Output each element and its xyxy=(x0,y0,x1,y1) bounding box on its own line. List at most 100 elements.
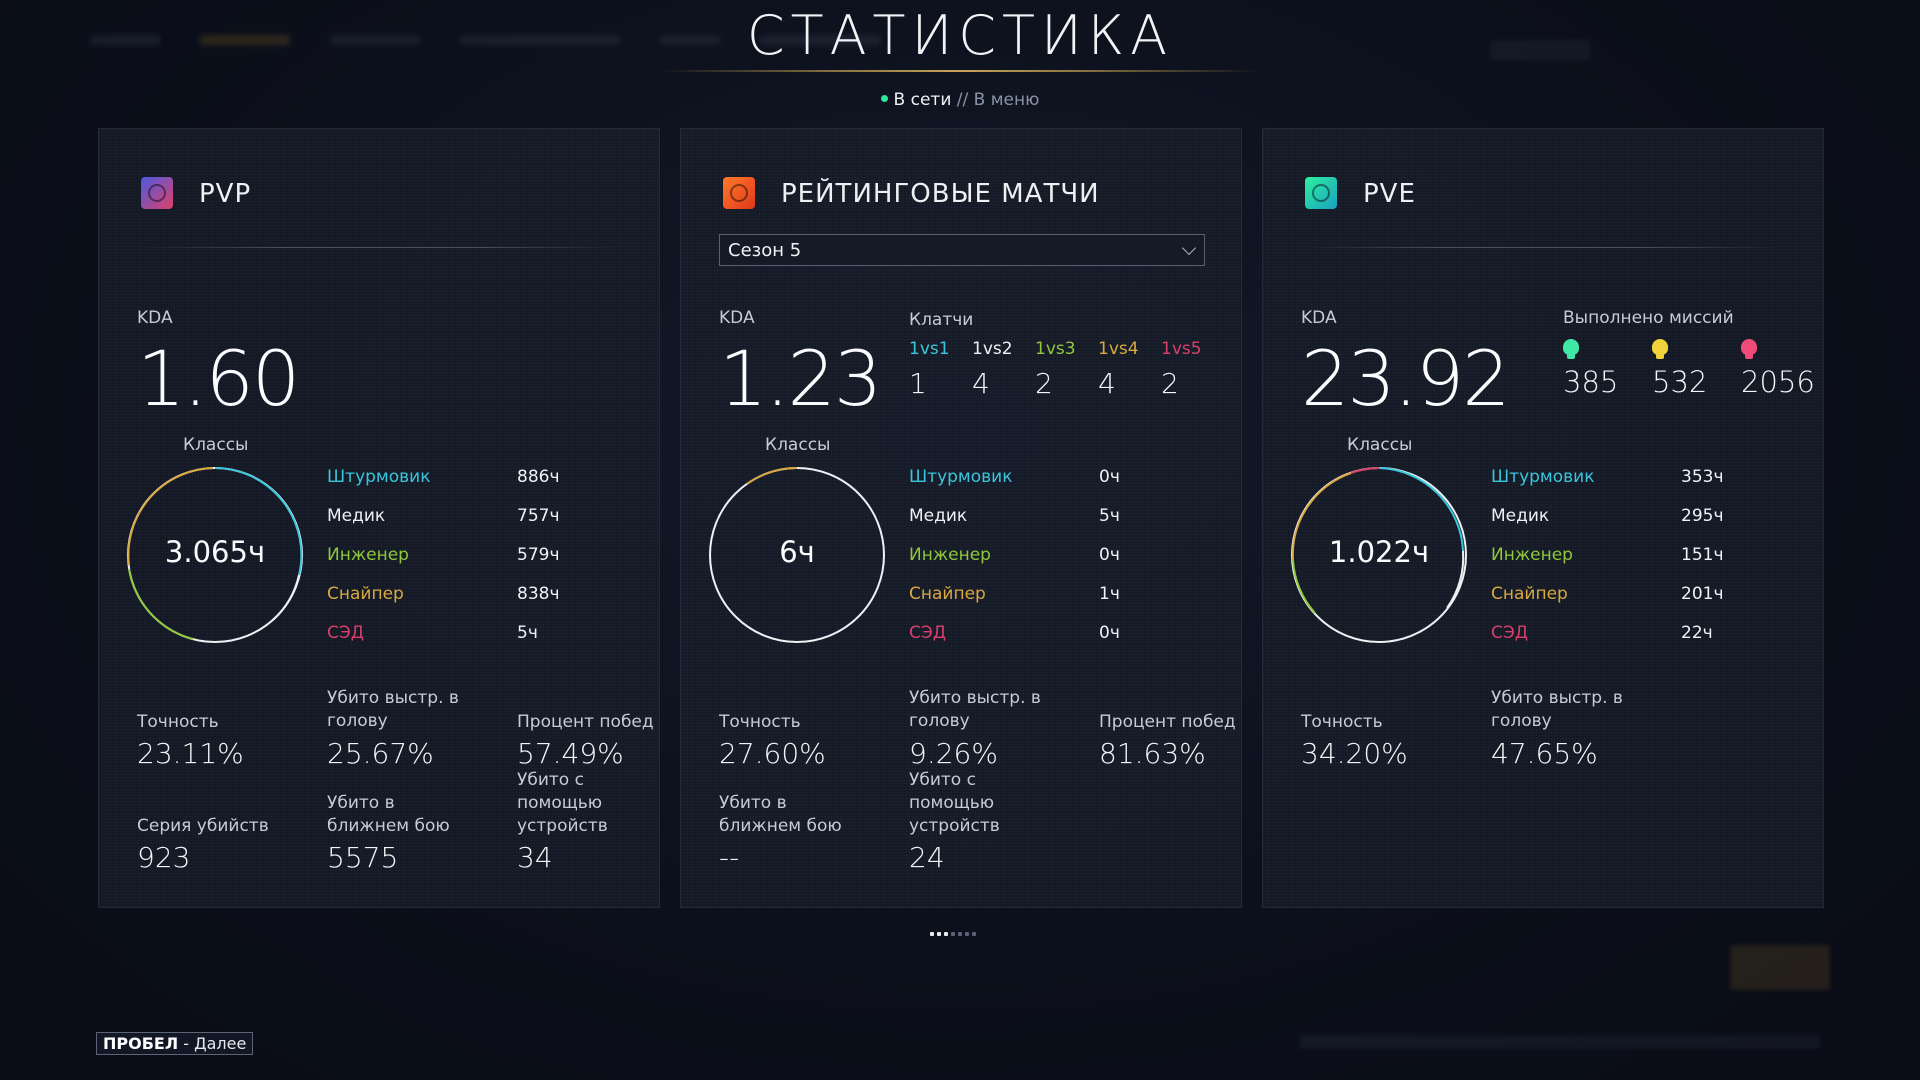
page-dot[interactable] xyxy=(958,932,962,936)
divider xyxy=(139,247,619,248)
headshot-value: 47.65% xyxy=(1491,737,1598,770)
class-name-sed: СЭД xyxy=(1491,623,1529,643)
panel-title: PVP xyxy=(199,179,252,209)
chevron-down-icon xyxy=(1181,240,1197,256)
skull-hard-icon xyxy=(1741,339,1757,359)
season-selected-value: Сезон 5 xyxy=(728,240,802,261)
ranked-panel: РЕЙТИНГОВЫЕ МАТЧИ Сезон 5 KDA 1.23 Клатч… xyxy=(680,128,1242,908)
class-name-inzhener: Инженер xyxy=(1491,545,1573,565)
class-hours-shturmovik: 353ч xyxy=(1681,467,1724,487)
page-dot-active[interactable] xyxy=(930,932,934,936)
clutch-label-1vs5: 1vs5 xyxy=(1161,339,1202,359)
page-indicator[interactable] xyxy=(930,921,979,940)
missions-label: Выполнено миссий xyxy=(1563,308,1734,328)
page-dot[interactable] xyxy=(972,932,976,936)
kda-value: 1.60 xyxy=(137,334,300,423)
class-name-medik: Медик xyxy=(327,506,386,526)
streak-value: 923 xyxy=(137,841,191,874)
clutch-value-1vs1: 1 xyxy=(909,367,927,400)
headshot-label: Убито выстр. в голову xyxy=(327,688,459,731)
kda-label: KDA xyxy=(719,308,755,328)
missions-hard-value: 2056 xyxy=(1741,365,1815,399)
accuracy-value: 23.11% xyxy=(137,737,244,770)
blurred-footer-actions xyxy=(1300,1035,1820,1049)
kda-value: 23.92 xyxy=(1301,334,1511,423)
class-hours-ring xyxy=(1291,467,1467,643)
accuracy-value: 34.20% xyxy=(1301,737,1408,770)
class-name-sed: СЭД xyxy=(909,623,947,643)
continue-hint[interactable]: ПРОБЕЛ - Далее xyxy=(96,1032,254,1055)
class-name-inzhener: Инженер xyxy=(327,545,409,565)
total-class-hours: 3.065ч xyxy=(164,535,266,569)
divider xyxy=(1303,247,1783,248)
blurred-badge xyxy=(1730,945,1830,990)
clutch-label-1vs3: 1vs3 xyxy=(1035,339,1076,359)
accuracy-label: Точность xyxy=(1301,712,1383,732)
kda-label: KDA xyxy=(137,308,173,328)
clutch-value-1vs4: 4 xyxy=(1098,367,1116,400)
title-underline xyxy=(660,70,1260,72)
class-hours-shturmovik: 0ч xyxy=(1099,467,1120,487)
pvp-crosshair-icon xyxy=(141,177,173,209)
class-hours-medik: 295ч xyxy=(1681,506,1724,526)
page-dot-active[interactable] xyxy=(944,932,948,936)
online-dot-icon xyxy=(880,94,888,102)
class-name-shturmovik: Штурмовик xyxy=(1491,467,1595,487)
accuracy-label: Точность xyxy=(137,712,219,732)
blurred-profile xyxy=(1490,40,1590,60)
class-hours-sed: 5ч xyxy=(517,623,538,643)
headshot-label: Убито выстр. в голову xyxy=(1491,688,1623,731)
class-hours-inzhener: 0ч xyxy=(1099,545,1120,565)
season-select[interactable]: Сезон 5 xyxy=(719,234,1205,266)
class-name-snaiper: Снайпер xyxy=(1491,584,1568,604)
hint-action: - Далее xyxy=(183,1034,247,1053)
pvp-panel: PVP KDA 1.60 Классы 3.065ч Штурмовик 886… xyxy=(98,128,660,908)
winrate-value: 57.49% xyxy=(517,737,624,770)
pve-panel: PVE KDA 23.92 Выполнено миссий 385 532 2… xyxy=(1262,128,1824,908)
class-hours-sed: 0ч xyxy=(1099,623,1120,643)
melee-value: 5575 xyxy=(327,841,399,874)
clutch-label-1vs2: 1vs2 xyxy=(972,339,1013,359)
class-hours-sed: 22ч xyxy=(1681,623,1713,643)
ranked-laurel-icon xyxy=(723,177,755,209)
class-name-medik: Медик xyxy=(1491,506,1550,526)
panel-title: РЕЙТИНГОВЫЕ МАТЧИ xyxy=(781,179,1100,209)
class-hours-inzhener: 151ч xyxy=(1681,545,1724,565)
class-hours-snaiper: 1ч xyxy=(1099,584,1120,604)
headshot-value: 25.67% xyxy=(327,737,434,770)
class-name-inzhener: Инженер xyxy=(909,545,991,565)
skull-medium-icon xyxy=(1652,339,1668,359)
classes-label: Классы xyxy=(1347,435,1413,455)
page-dot-active[interactable] xyxy=(937,932,941,936)
device-label: Убито с помощью устройств xyxy=(909,770,1000,836)
class-name-shturmovik: Штурмовик xyxy=(909,467,1013,487)
clutch-label: Клатчи xyxy=(909,310,974,330)
class-hours-ring xyxy=(127,467,303,643)
class-hours-medik: 757ч xyxy=(517,506,560,526)
class-name-medik: Медик xyxy=(909,506,968,526)
accuracy-value: 27.60% xyxy=(719,737,826,770)
kda-label: KDA xyxy=(1301,308,1337,328)
winrate-value: 81.63% xyxy=(1099,737,1206,770)
winrate-label: Процент побед xyxy=(1099,712,1236,732)
pve-globe-icon xyxy=(1305,177,1337,209)
class-name-sed: СЭД xyxy=(327,623,365,643)
device-value: 24 xyxy=(909,841,945,874)
page-title: СТАТИСТИКА xyxy=(746,4,1174,67)
skull-easy-icon xyxy=(1563,339,1579,359)
streak-label: Серия убийств xyxy=(137,816,269,836)
melee-label: Убито в ближнем бою xyxy=(719,793,842,836)
classes-label: Классы xyxy=(183,435,249,455)
missions-medium-value: 532 xyxy=(1652,365,1708,399)
class-name-snaiper: Снайпер xyxy=(909,584,986,604)
clutch-label-1vs4: 1vs4 xyxy=(1098,339,1139,359)
online-status: В сети // В меню xyxy=(0,90,1920,110)
clutch-label-1vs1: 1vs1 xyxy=(909,339,950,359)
class-hours-snaiper: 838ч xyxy=(517,584,560,604)
class-hours-snaiper: 201ч xyxy=(1681,584,1724,604)
page-dot[interactable] xyxy=(951,932,955,936)
class-hours-medik: 5ч xyxy=(1099,506,1120,526)
headshot-value: 9.26% xyxy=(909,737,998,770)
class-hours-shturmovik: 886ч xyxy=(517,467,560,487)
page-dot[interactable] xyxy=(965,932,969,936)
